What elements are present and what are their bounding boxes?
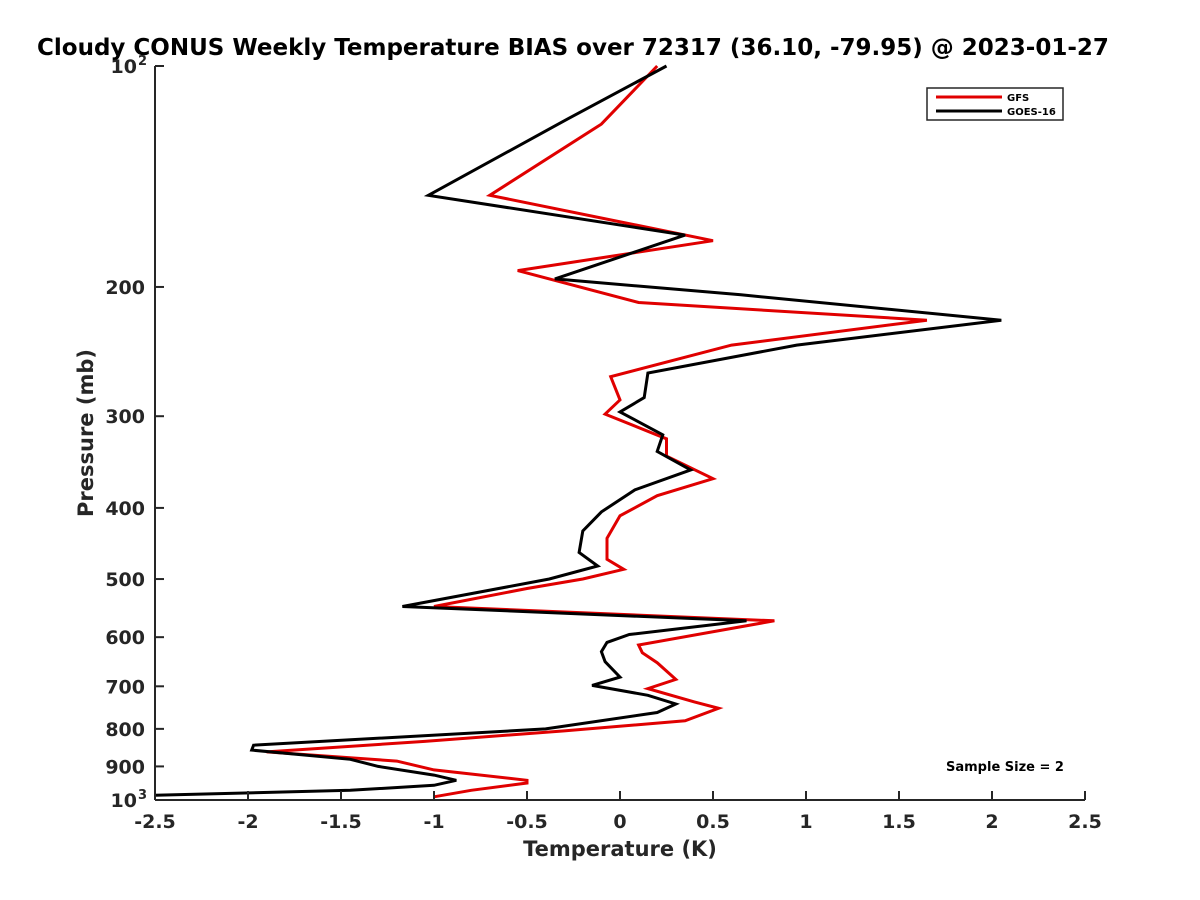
series-line-goes-16: [154, 64, 1002, 797]
y-tick-label: 800: [105, 719, 145, 741]
ticks-layer: -2.5 -2 -1.5 -1 -0.5 0 0.5 1 1.5 2 2.510 2200300400…: [105, 54, 1102, 833]
sample-size-annotation: Sample Size = 2: [946, 760, 1064, 775]
x-tick-label: 1.5: [882, 811, 916, 833]
y-tick-label: 200: [105, 277, 145, 299]
y-tick-label: 900: [105, 756, 145, 778]
y-tick-label: 500: [105, 569, 145, 591]
x-tick-label: 0: [613, 811, 626, 833]
x-tick-label: 2: [985, 811, 998, 833]
series-line-gfs: [266, 64, 928, 799]
x-tick-label: -2: [237, 811, 258, 833]
y-tick-label: 400: [105, 498, 145, 520]
legend-label: GFS: [1007, 93, 1029, 104]
y-tick-label: 10: [111, 790, 137, 812]
y-axis-label: Pressure (mb): [74, 349, 98, 517]
y-tick-label: 10: [111, 56, 137, 78]
x-axis-label: Temperature (K): [523, 837, 717, 861]
y-tick-exponent: 3: [138, 788, 147, 803]
x-tick-label: 0.5: [696, 811, 730, 833]
y-tick-label: 700: [105, 676, 145, 698]
x-tick-label: -1.5: [320, 811, 362, 833]
y-tick-exponent: 2: [138, 54, 147, 69]
chart-title: Cloudy CONUS Weekly Temperature BIAS ove…: [37, 35, 1109, 61]
x-tick-label: -0.5: [506, 811, 548, 833]
series-layer: [154, 64, 1002, 799]
y-tick-label: 600: [105, 627, 145, 649]
legend: GFS GOES-16: [926, 87, 1064, 121]
legend-label: GOES-16: [1007, 107, 1056, 118]
x-tick-label: 2.5: [1068, 811, 1102, 833]
legend-box: [926, 87, 1064, 121]
x-tick-label: -1: [423, 811, 444, 833]
x-tick-label: -2.5: [134, 811, 176, 833]
x-tick-label: 1: [799, 811, 812, 833]
y-tick-label: 300: [105, 406, 145, 428]
